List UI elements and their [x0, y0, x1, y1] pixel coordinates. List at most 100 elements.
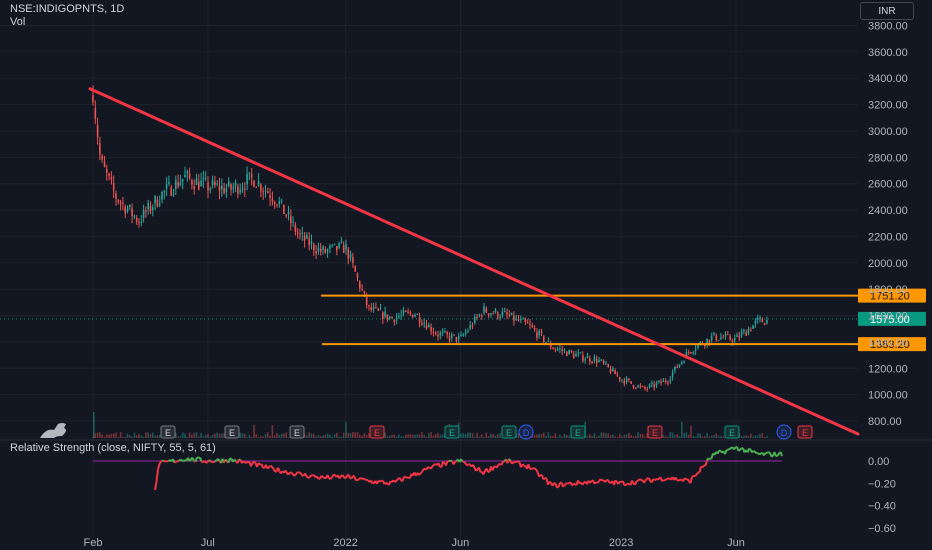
y-tick-label: 2800.00: [868, 152, 908, 164]
rs-segment: [776, 452, 780, 457]
candle-body: [692, 352, 695, 354]
rs-segment: [361, 477, 365, 481]
support-resistance-lines[interactable]: 1751.20 1383.20 1575.00: [0, 288, 926, 352]
candle-body: [331, 244, 333, 246]
volume-bar: [549, 436, 552, 438]
symbol-title[interactable]: NSE:INDIGOPNTS, 1D: [10, 3, 125, 15]
candle-body: [674, 366, 676, 371]
candle-body: [508, 315, 511, 317]
rs-segment: [376, 480, 380, 485]
logo-dino-shape: [40, 423, 66, 438]
rs-segment: [646, 476, 649, 480]
volume-bar: [536, 434, 538, 438]
candle-body: [480, 315, 483, 317]
rs-segment: [370, 480, 374, 484]
candle-body: [152, 207, 154, 210]
rs-segment: [320, 474, 324, 478]
rs-segment: [460, 458, 464, 463]
rs-segment: [271, 466, 275, 470]
volume-bar: [398, 434, 400, 438]
candle-body: [99, 143, 101, 155]
candle-body: [379, 308, 382, 310]
rs-segment: [266, 466, 270, 470]
volume-bar: [605, 433, 607, 438]
volume-bar: [106, 434, 108, 438]
rs-segment: [563, 482, 567, 486]
volume-bar: [437, 432, 439, 438]
candle-body: [743, 330, 745, 332]
candle-body: [621, 379, 623, 381]
candle-body: [359, 281, 361, 289]
candle-body: [540, 331, 543, 334]
candle-body: [464, 332, 467, 335]
candle-body: [195, 178, 198, 185]
volume-bar: [214, 433, 216, 438]
rs-segment: [338, 475, 342, 479]
currency-badge[interactable]: INR: [860, 2, 914, 20]
candle-body: [517, 318, 520, 321]
candle-body: [361, 288, 363, 290]
volume-bar: [710, 435, 713, 438]
candle-body: [752, 325, 754, 329]
candle-body: [423, 322, 425, 324]
candle-body: [655, 382, 658, 386]
rs-segment: [452, 461, 456, 465]
rs-segment: [425, 466, 429, 471]
candle-body: [759, 317, 761, 319]
candle-body: [186, 171, 189, 174]
candle-body: [667, 382, 669, 384]
volume-bar: [616, 436, 619, 438]
candle-body: [733, 337, 736, 341]
volume-bar: [152, 432, 154, 438]
volume-bar: [175, 432, 177, 438]
volume-bar: [133, 432, 136, 438]
candle-body: [648, 384, 651, 388]
volume-bar: [218, 433, 221, 438]
rs-segment: [362, 477, 366, 481]
volume-bar: [434, 433, 437, 438]
rs-segment: [595, 481, 598, 484]
candle-body: [142, 209, 145, 218]
rs-segment: [357, 478, 360, 481]
volume-bar: [93, 412, 95, 438]
volume-bar: [257, 436, 260, 438]
candle-body: [181, 178, 184, 182]
volume-bar: [416, 434, 419, 438]
event-marker-label: E: [729, 428, 735, 438]
indicator-legend[interactable]: Relative Strength (close, NIFTY, 55, 5, …: [10, 442, 216, 454]
volume-bar: [669, 432, 672, 438]
candles[interactable]: [92, 85, 768, 392]
rs-segment: [405, 475, 408, 479]
candle-body: [706, 338, 708, 344]
candle-body: [409, 312, 412, 314]
rs-segment: [637, 478, 641, 482]
candle-body: [299, 233, 301, 235]
candle-body: [411, 314, 414, 318]
volume-bar: [602, 432, 605, 438]
candle-body: [478, 314, 481, 317]
volume-bar: [589, 434, 591, 438]
rs-segment: [209, 460, 213, 464]
candle-body: [386, 314, 389, 320]
candle-body: [722, 337, 724, 339]
volume-bar: [756, 435, 759, 438]
volume-bar: [280, 433, 283, 438]
rs-segment: [581, 481, 585, 486]
trendline-group[interactable]: [88, 87, 860, 436]
candle-body: [135, 217, 138, 222]
volume-bar: [591, 435, 593, 438]
candle-body: [766, 320, 768, 324]
rs-segment: [535, 468, 539, 473]
rs-segment: [664, 478, 668, 482]
volume-bar: [246, 436, 248, 438]
candle-body: [612, 368, 614, 372]
rs-y-tick-label: −0.60: [868, 523, 896, 535]
earnings-marker: [224, 425, 240, 439]
candle-body: [662, 380, 665, 383]
volume-bar: [129, 434, 131, 438]
x-tick-label: Jun: [727, 537, 745, 549]
volume-bar: [340, 436, 343, 438]
